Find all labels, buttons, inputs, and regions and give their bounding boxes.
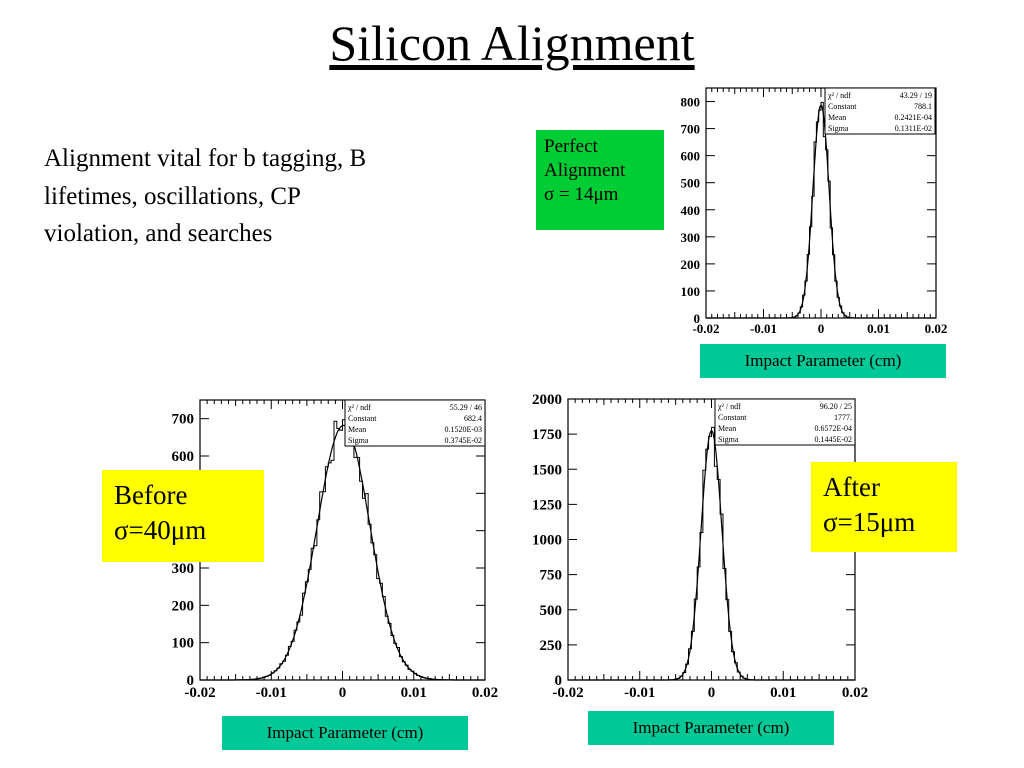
x-tick-label: -0.01: [624, 685, 655, 701]
x-tick-label: 0: [708, 685, 716, 701]
stats-name: Sigma: [348, 436, 369, 445]
stats-name: Constant: [828, 102, 857, 111]
stats-name: Constant: [348, 414, 377, 423]
gaussian-fit-curve: [568, 429, 855, 681]
y-tick-label: 500: [681, 176, 701, 191]
y-tick-label: 750: [540, 568, 563, 584]
stats-value: 0.6572E-04: [814, 424, 852, 433]
x-tick-label: 0.01: [867, 321, 890, 336]
y-tick-label: 600: [681, 149, 701, 164]
stats-value: 43.29 / 19: [900, 91, 932, 100]
x-tick-label: -0.01: [256, 685, 287, 701]
y-tick-label: 200: [172, 598, 195, 614]
stats-value: 0.2421E-04: [894, 113, 932, 122]
stats-name: Sigma: [828, 124, 849, 133]
stats-name: Mean: [348, 425, 366, 434]
label-before: Before σ=40μm: [102, 470, 264, 562]
label-perfect-line1: Perfect: [544, 136, 598, 157]
x-tick-label: 0.01: [770, 685, 796, 701]
histogram-perfect: 0 100 200 300 400 500 600 700 800 -0.02 -0.01 0 0.01…: [681, 87, 948, 336]
slide-title: Silicon Alignment: [329, 15, 695, 71]
label-after: After σ=15μm: [811, 462, 957, 552]
y-tick-label: 0: [187, 673, 195, 689]
stats-box: [344, 399, 486, 447]
y-tick-label: 100: [681, 284, 701, 299]
y-tick-label: 200: [681, 257, 701, 272]
x-tick-label: 0.02: [842, 685, 868, 701]
bullet-text: Alignment vital for b tagging, B lifetim…: [44, 145, 367, 247]
x-tick-label: 0.02: [472, 685, 498, 701]
y-tick-label: 700: [681, 122, 701, 137]
xlabel-after: Impact Parameter (cm): [588, 711, 834, 745]
histogram-steps: [706, 101, 936, 319]
stats-name: χ² / ndf: [347, 403, 371, 412]
y-tick-label: 1500: [532, 462, 562, 478]
label-after-line1: After: [823, 472, 880, 502]
label-perfect-alignment: Perfect Alignment σ = 14μm: [536, 130, 664, 230]
label-perfect-line3: σ = 14μm: [544, 183, 619, 205]
stats-name: χ² / ndf: [717, 402, 741, 411]
stats-value: 0.1520E-03: [444, 425, 482, 434]
gaussian-fit-curve: [706, 103, 936, 319]
x-tick-label: 0: [818, 321, 825, 336]
y-tick-label: 500: [540, 603, 563, 619]
x-tick-label: 0.01: [401, 685, 427, 701]
stats-name: Constant: [718, 413, 747, 422]
stats-name: Mean: [718, 424, 736, 433]
y-tick-label: 300: [172, 561, 195, 577]
x-tick-label: -0.02: [552, 685, 583, 701]
label-perfect-line2: Alignment: [544, 159, 626, 181]
stats-value: 1777.: [834, 413, 852, 422]
y-tick-label: 2000: [532, 392, 562, 408]
xlabel-perfect: Impact Parameter (cm): [700, 344, 946, 378]
stats-box: [824, 87, 936, 135]
y-tick-label: 0: [555, 673, 563, 689]
y-tick-label: 300: [681, 230, 701, 245]
stats-name: Sigma: [718, 435, 739, 444]
stats-name: χ² / ndf: [827, 91, 851, 100]
label-after-line2: σ=15μm: [823, 507, 916, 538]
y-tick-label: 800: [681, 95, 701, 110]
stats-value: 788.1: [914, 102, 932, 111]
stats-value: 0.1445E-02: [814, 435, 852, 444]
y-tick-label: 1250: [532, 497, 562, 513]
histogram-after: 0 250 500 750 1000 1250 1500 1750 2000 -0.02 -0.01…: [532, 392, 868, 701]
stats-box: [714, 398, 856, 446]
stats-value: 0.3745E-02: [444, 436, 482, 445]
x-tick-label: 0: [339, 685, 347, 701]
xlabel-before: Impact Parameter (cm): [222, 716, 468, 750]
y-tick-label: 250: [540, 638, 563, 654]
stats-value: 96.20 / 25: [820, 402, 852, 411]
x-tick-label: -0.02: [692, 321, 719, 336]
y-tick-label: 600: [172, 449, 195, 465]
y-tick-label: 1750: [532, 427, 562, 443]
y-tick-label: 1000: [532, 533, 562, 549]
label-before-line2: σ=40μm: [114, 515, 207, 546]
gaussian-fit-curve: [200, 424, 485, 681]
y-tick-label: 700: [172, 412, 195, 428]
stats-value: 55.29 / 46: [450, 403, 482, 412]
stats-name: Mean: [828, 113, 846, 122]
stats-value: 0.1311E-02: [895, 124, 932, 133]
y-tick-label: 0: [694, 311, 701, 326]
label-before-line1: Before: [114, 480, 188, 510]
x-tick-label: -0.02: [184, 685, 215, 701]
histogram-before: 0100200300400500600700-0.02-0.0100.010.0…: [172, 399, 498, 701]
x-tick-label: 0.02: [925, 321, 948, 336]
y-tick-label: 400: [681, 203, 701, 218]
y-tick-label: 100: [172, 636, 195, 652]
stats-value: 682.4: [464, 414, 482, 423]
x-tick-label: -0.01: [750, 321, 777, 336]
